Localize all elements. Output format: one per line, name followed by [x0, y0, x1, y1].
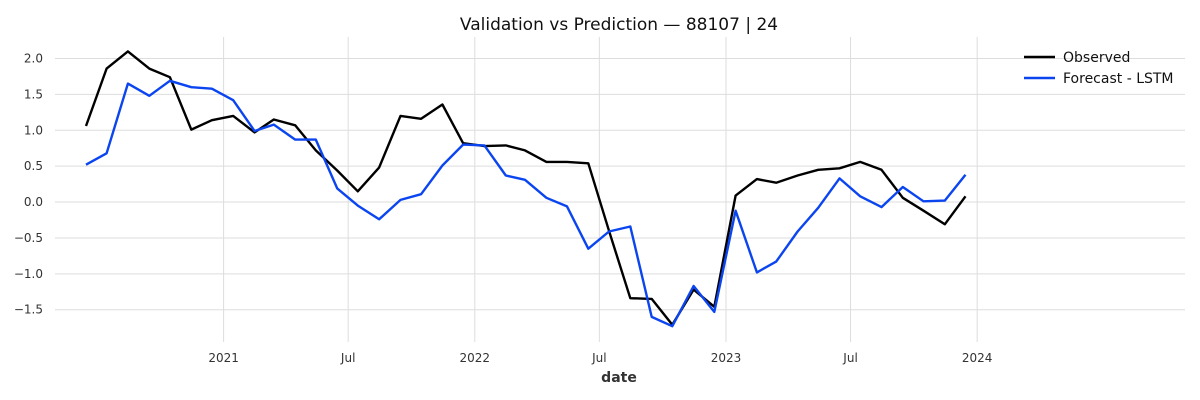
x-gridlines [223, 37, 978, 342]
x-tick-label: Jul [591, 351, 606, 365]
y-tick-label: 0.5 [24, 159, 43, 173]
y-tick-label: 0.0 [24, 195, 43, 209]
legend: Observed Forecast - LSTM [1024, 50, 1174, 87]
x-tick-label: Jul [842, 351, 857, 365]
y-tick-label: 2.0 [24, 52, 43, 66]
legend-label: Observed [1063, 50, 1130, 66]
y-tick-label: −0.5 [14, 231, 43, 245]
x-tick-label: 2021 [208, 351, 239, 365]
y-tick-label: −1.5 [14, 303, 43, 317]
x-axis-label: date [601, 370, 637, 386]
y-tick-label: 1.5 [24, 87, 43, 101]
chart-title: Validation vs Prediction — 88107 | 24 [460, 15, 778, 35]
legend-label: Forecast - LSTM [1063, 71, 1174, 87]
x-tick-label: Jul [340, 351, 355, 365]
x-tick-labels: 2021 Jul 2022 Jul 2023 Jul 2024 [208, 351, 992, 365]
y-gridlines [55, 58, 1185, 311]
series-line-forecast-lstm [85, 79, 967, 328]
y-tick-labels: 2.0 1.5 1.0 0.5 0.0 −0.5 −1.0 −1.5 [14, 52, 43, 317]
x-tick-label: 2023 [711, 351, 742, 365]
series-line-observed [84, 50, 967, 326]
y-tick-label: −1.0 [14, 267, 43, 281]
series-lines [84, 50, 967, 328]
x-tick-label: 2022 [460, 351, 491, 365]
x-tick-label: 2024 [962, 351, 993, 365]
y-tick-label: 1.0 [24, 123, 43, 137]
